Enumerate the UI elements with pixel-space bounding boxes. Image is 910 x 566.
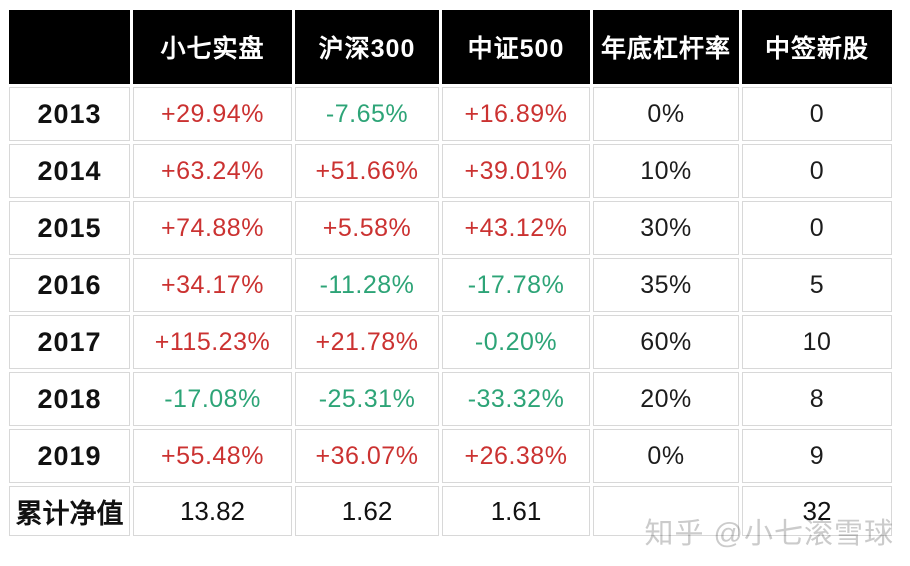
new-stock-cell: 0 [742, 144, 892, 198]
leverage-cell: 20% [593, 372, 739, 426]
year-cell: 2015 [9, 201, 130, 255]
leverage-cell: 0% [593, 429, 739, 483]
return-cell: +115.23% [133, 315, 292, 369]
return-cell: +63.24% [133, 144, 292, 198]
return-cell: -11.28% [295, 258, 439, 312]
table-row: 2013 +29.94% -7.65% +16.89% 0% 0 [9, 87, 892, 141]
return-cell: +5.58% [295, 201, 439, 255]
footer-value-cell [593, 486, 739, 536]
return-cell: +43.12% [442, 201, 590, 255]
table-row: 2019 +55.48% +36.07% +26.38% 0% 9 [9, 429, 892, 483]
leverage-cell: 35% [593, 258, 739, 312]
footer-label-cell: 累计净值 [9, 486, 130, 536]
return-cell: +26.38% [442, 429, 590, 483]
return-cell: +36.07% [295, 429, 439, 483]
table-header: 小七实盘 沪深300 中证500 年底杠杆率 中签新股 [9, 10, 892, 84]
year-cell: 2014 [9, 144, 130, 198]
year-cell: 2016 [9, 258, 130, 312]
column-header-ipo-allotments: 中签新股 [742, 10, 892, 84]
new-stock-cell: 5 [742, 258, 892, 312]
return-cell: -33.32% [442, 372, 590, 426]
column-header-hs300: 沪深300 [295, 10, 439, 84]
leverage-cell: 30% [593, 201, 739, 255]
leverage-cell: 60% [593, 315, 739, 369]
footer-value-cell: 1.62 [295, 486, 439, 536]
column-header-xiaoqi-portfolio: 小七实盘 [133, 10, 292, 84]
return-cell: -0.20% [442, 315, 590, 369]
leverage-cell: 10% [593, 144, 739, 198]
header-row: 小七实盘 沪深300 中证500 年底杠杆率 中签新股 [9, 10, 892, 84]
return-cell: +51.66% [295, 144, 439, 198]
return-cell: -17.78% [442, 258, 590, 312]
return-cell: -17.08% [133, 372, 292, 426]
footer-value-cell: 32 [742, 486, 892, 536]
table-row: 2017 +115.23% +21.78% -0.20% 60% 10 [9, 315, 892, 369]
new-stock-cell: 0 [742, 201, 892, 255]
new-stock-cell: 0 [742, 87, 892, 141]
year-cell: 2019 [9, 429, 130, 483]
cumulative-net-value-row: 累计净值 13.82 1.62 1.61 32 [9, 486, 892, 536]
performance-table: 小七实盘 沪深300 中证500 年底杠杆率 中签新股 2013 +29.94%… [6, 7, 895, 539]
return-cell: +21.78% [295, 315, 439, 369]
return-cell: +29.94% [133, 87, 292, 141]
year-cell: 2018 [9, 372, 130, 426]
column-header-year [9, 10, 130, 84]
return-cell: -7.65% [295, 87, 439, 141]
return-cell: +16.89% [442, 87, 590, 141]
year-cell: 2017 [9, 315, 130, 369]
new-stock-cell: 8 [742, 372, 892, 426]
new-stock-cell: 10 [742, 315, 892, 369]
return-cell: +39.01% [442, 144, 590, 198]
footer-value-cell: 1.61 [442, 486, 590, 536]
page: 小七实盘 沪深300 中证500 年底杠杆率 中签新股 2013 +29.94%… [0, 7, 910, 566]
return-cell: -25.31% [295, 372, 439, 426]
table-row: 2014 +63.24% +51.66% +39.01% 10% 0 [9, 144, 892, 198]
table-row: 2015 +74.88% +5.58% +43.12% 30% 0 [9, 201, 892, 255]
table-row: 2018 -17.08% -25.31% -33.32% 20% 8 [9, 372, 892, 426]
footer-value-cell: 13.82 [133, 486, 292, 536]
return-cell: +74.88% [133, 201, 292, 255]
return-cell: +55.48% [133, 429, 292, 483]
year-cell: 2013 [9, 87, 130, 141]
return-cell: +34.17% [133, 258, 292, 312]
table-body: 2013 +29.94% -7.65% +16.89% 0% 0 2014 +6… [9, 87, 892, 536]
column-header-year-end-leverage: 年底杠杆率 [593, 10, 739, 84]
leverage-cell: 0% [593, 87, 739, 141]
column-header-csi500: 中证500 [442, 10, 590, 84]
new-stock-cell: 9 [742, 429, 892, 483]
table-row: 2016 +34.17% -11.28% -17.78% 35% 5 [9, 258, 892, 312]
